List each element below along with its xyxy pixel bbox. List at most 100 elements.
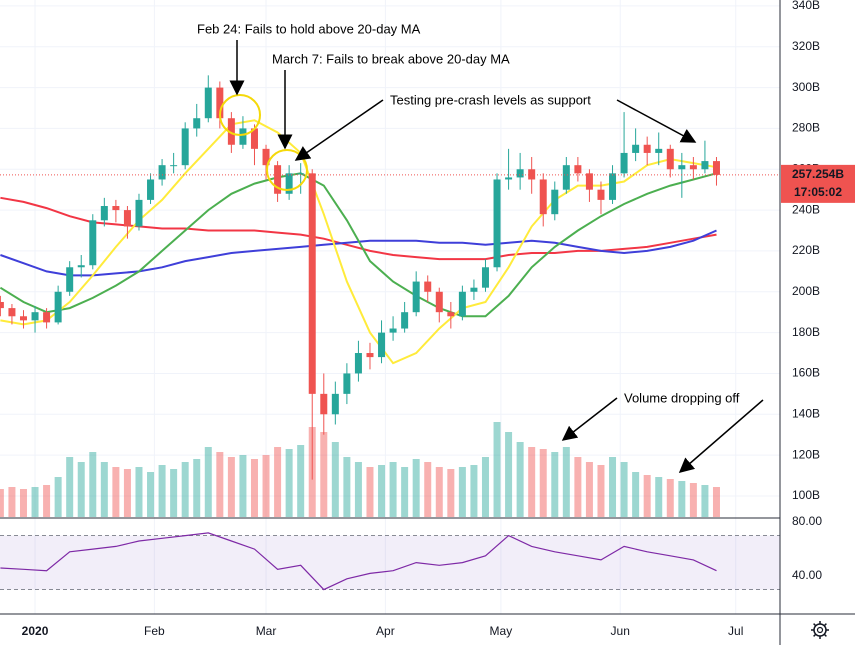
candle-body [505,177,513,180]
candle-body [100,206,108,221]
candle-body [77,265,85,268]
candle-body [378,332,386,358]
candle-body [366,353,374,358]
annotation: Volume dropping off [624,390,740,405]
volume-bar [274,447,282,517]
rsi-line [0,532,717,591]
volume-bar [354,462,362,517]
y-tick-label: 240B [792,202,820,216]
volume-bar [170,469,178,517]
candle-body [204,87,212,119]
volume-bar [227,457,235,517]
candle-body [643,144,651,153]
volume-bar [516,442,524,517]
volume-bar [655,477,663,517]
y-tick-label: 100B [792,488,820,502]
candle-body [331,393,339,415]
y-tick-label: 220B [792,243,820,257]
x-tick-label: Apr [376,624,395,638]
countdown-label: 17:05:02 [794,185,842,199]
x-tick-label: Feb [144,624,165,638]
x-tick-label: May [490,624,513,638]
candle-body [655,148,663,153]
moving-average [0,172,717,318]
volume-bar [620,462,628,517]
y-tick-label: 280B [792,121,820,135]
volume-bar [8,487,16,517]
candle-body [8,308,16,317]
candle-body [308,173,316,394]
annotation: Testing pre-crash levels as support [390,92,591,107]
candle-body [43,312,51,323]
volume-bar [147,472,155,517]
candle-body [262,148,270,166]
volume-bar [123,469,131,517]
volume-bar [54,477,62,517]
candle-body [147,179,155,200]
y-tick-label: 200B [792,284,820,298]
candle-body [89,220,97,266]
volume-bar [551,452,559,517]
candle-body [574,165,582,174]
volume-bar [493,422,501,517]
candle-body [447,312,455,317]
candle-body [66,267,74,292]
volume-bar [689,483,697,517]
volume-bar [216,452,224,517]
candle-body [239,128,247,145]
candles [0,75,780,480]
volume-bar [574,457,582,517]
volume-bar [424,462,432,517]
y-tick-label: 120B [792,447,820,461]
y-tick-label: 160B [792,366,820,380]
volume-bar [19,489,27,517]
volume-bar [66,457,74,517]
volume-bar [447,469,455,517]
volume-bar [31,487,39,517]
volume-bar [701,485,709,517]
annotation: Feb 24: Fails to hold above 20-day MA [197,21,421,36]
candle-body [528,169,536,180]
candle-body [343,373,351,394]
y-tick-label: 320B [792,39,820,53]
candle-body [112,206,120,211]
volume-bar [481,457,489,517]
arrow [616,99,697,143]
candle-body [320,393,328,415]
candle-body [54,291,62,323]
volume-bar [666,479,674,517]
rsi-tick-label: 40.00 [792,568,822,582]
candle-body [562,165,570,190]
axes: 100B120B140B160B180B200B220B240B260B280B… [22,0,855,638]
last-price-label: 257.254B [792,167,844,181]
volume-bar [100,462,108,517]
candle-body [585,173,593,190]
volume-bar [597,465,605,517]
candle-body [435,291,443,313]
volume-bar [378,465,386,517]
settings-icon[interactable] [811,621,829,639]
volume-bar [505,432,513,517]
x-tick-label: 2020 [22,624,49,638]
volume-bar [77,462,85,517]
candle-body [250,128,258,149]
candle-body [470,287,478,292]
volume-bar [135,467,143,517]
volume-bar [320,432,328,517]
x-tick-label: Jul [728,624,743,638]
volume-bar [562,447,570,517]
candle-body [354,353,362,374]
arrow [294,99,384,161]
moving-averages [0,119,717,365]
candle-body [666,148,674,170]
candle-body [712,161,720,175]
volume-bar [632,472,640,517]
candle-body [31,312,39,321]
volume-bar [331,442,339,517]
volume-bar [250,459,258,517]
x-tick-label: Mar [256,624,277,638]
highlight-circle [266,149,308,191]
y-tick-label: 140B [792,406,820,420]
